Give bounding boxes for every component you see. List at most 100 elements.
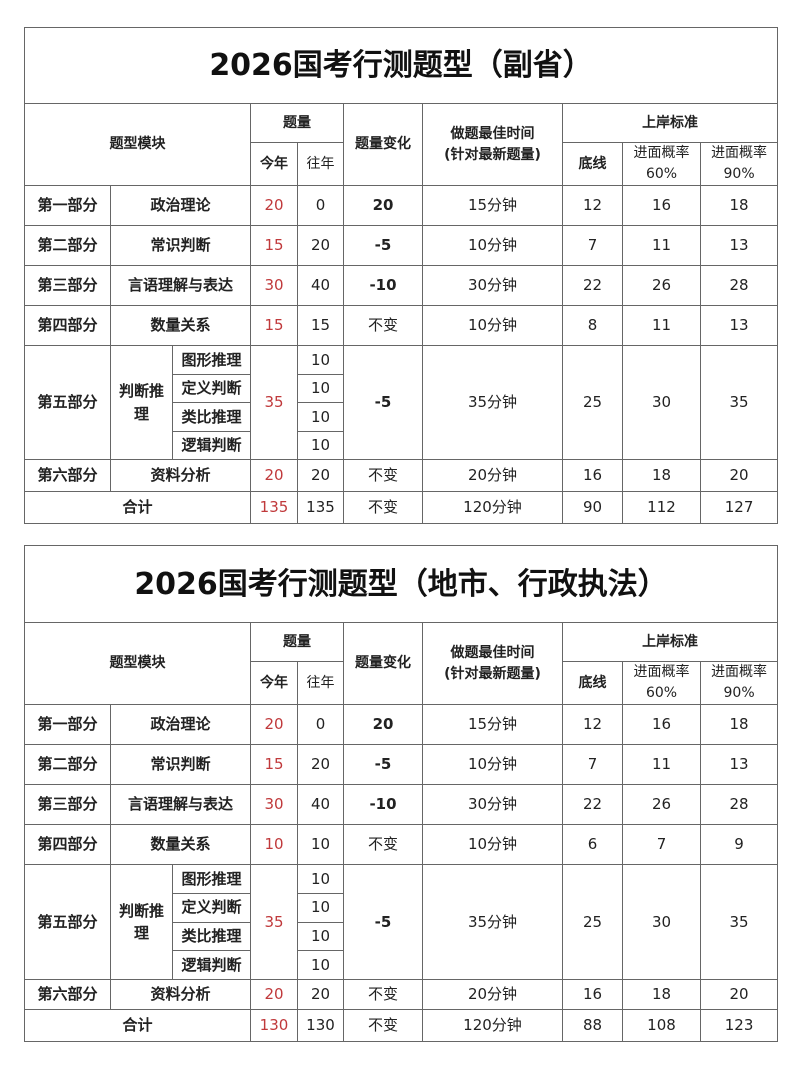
floor-score: 12 [562,185,623,226]
count-change: -10 [343,265,423,306]
total-time: 120分钟 [422,491,563,524]
module-name: 言语理解与表达 [110,265,251,306]
floor-score: 25 [562,345,623,460]
total-label: 合计 [24,491,251,524]
past-year-count: 20 [297,979,344,1010]
header-best-time: 做题最佳时间 (针对最新题量) [422,103,563,186]
past-year-count: 10 [297,430,344,460]
part-label: 第三部分 [24,265,111,306]
best-time: 10分钟 [422,305,563,346]
floor-score: 22 [562,784,623,825]
best-time: 20分钟 [422,459,563,492]
past-year-count: 0 [297,704,344,745]
count-change: 不变 [343,824,423,865]
probability-90-score: 13 [699,225,779,266]
this-year-count: 15 [250,744,298,785]
part-label: 第五部分 [24,864,111,980]
count-change: 不变 [343,305,423,346]
header-probability-90: 进面概率 90% [699,142,779,186]
total-probability-90: 127 [699,491,779,524]
table-row: 第五部分 判断推理 图形推理 35 10 -5 35分钟 25 30 35 [24,345,779,460]
sub-module-name: 定义判断 [172,892,251,923]
count-change: -5 [343,345,423,460]
part-label: 第六部分 [24,979,111,1010]
this-year-count: 35 [250,345,298,460]
past-year-count: 20 [297,744,344,785]
module-name: 数量关系 [110,305,251,346]
past-year-count: 15 [297,305,344,346]
count-change: 20 [343,185,423,226]
table-row: 第六部分 资料分析 20 20 不变 20分钟 16 18 20 [24,979,779,1010]
probability-60-score: 26 [622,784,701,825]
count-change: -5 [343,864,423,980]
floor-score: 16 [562,459,623,492]
past-year-count: 0 [297,185,344,226]
part-label: 第二部分 [24,744,111,785]
header-module: 题型模块 [24,103,251,186]
count-change: -5 [343,744,423,785]
probability-90-score: 9 [699,824,779,865]
past-year-count: 40 [297,784,344,825]
this-year-count: 10 [250,824,298,865]
best-time: 30分钟 [422,265,563,306]
header-this-year: 今年 [250,142,298,186]
table-row: 第一部分 政治理论 20 0 20 15分钟 12 16 18 [24,704,779,745]
table-row: 定义判断 10 [25,373,778,403]
best-time: 15分钟 [422,185,563,226]
probability-60-score: 26 [622,265,701,306]
probability-60-score: 16 [622,704,701,745]
total-floor: 90 [562,491,623,524]
past-year-count: 10 [297,921,344,952]
total-change: 不变 [343,491,423,524]
header-standard: 上岸标准 [561,622,779,662]
exam-table-vice-provincial: 2026国考行测题型（副省） 题型模块 题量 题量变化 做题最佳时间 (针对最新题量) 上岸… [23,27,779,524]
total-this-year: 135 [250,491,298,524]
exam-table-municipal: 2026国考行测题型（地市、行政执法） 题型模块 题量 题量变化 做题最佳时间 (针对最新… [23,545,779,1042]
table-row: 逻辑判断 10 [25,430,778,460]
probability-90-score: 18 [699,185,779,226]
part-label: 第四部分 [24,305,111,346]
sub-module-name: 定义判断 [172,373,251,403]
past-year-count: 10 [297,824,344,865]
part-label: 第二部分 [24,225,111,266]
best-time: 20分钟 [422,979,563,1010]
module-name: 判断推理 [110,864,173,980]
table-row: 定义判断 10 [25,892,778,923]
part-label: 第一部分 [24,704,111,745]
header-change: 题量变化 [343,103,423,186]
part-label: 第五部分 [24,345,111,460]
probability-90-score: 28 [699,784,779,825]
count-change: -10 [343,784,423,825]
part-label: 第一部分 [24,185,111,226]
label-line: 进面概率 [711,145,768,161]
past-year-count: 10 [297,950,344,980]
header-probability-90: 进面概率 90% [699,661,779,705]
label-line: 进面概率 [633,664,690,680]
probability-90-score: 18 [699,704,779,745]
total-floor: 88 [562,1009,623,1042]
this-year-count: 15 [250,305,298,346]
table-row: 第二部分 常识判断 15 20 -5 10分钟 7 11 13 [24,744,779,785]
best-time: 10分钟 [422,744,563,785]
header-count: 题量 [250,103,344,143]
best-time: 10分钟 [422,824,563,865]
module-name: 政治理论 [110,185,251,226]
table-row: 第六部分 资料分析 20 20 不变 20分钟 16 18 20 [24,459,779,492]
module-name: 判断推理 [110,345,173,460]
past-year-count: 10 [297,864,344,894]
probability-60-score: 7 [622,824,701,865]
past-year-count: 10 [297,373,344,403]
header-floor: 底线 [562,142,623,186]
label-line: (针对最新题量) [444,665,541,682]
header-best-time: 做题最佳时间 (针对最新题量) [422,622,563,705]
module-name: 常识判断 [110,744,251,785]
module-name: 资料分析 [110,979,251,1010]
header-change: 题量变化 [343,622,423,705]
probability-60-score: 18 [622,459,701,492]
probability-90-score: 35 [699,864,779,980]
total-row: 合计 130 130 不变 120分钟 88 108 123 [24,1009,779,1042]
sub-module-name: 逻辑判断 [172,950,251,980]
probability-90-score: 35 [699,345,779,460]
this-year-count: 30 [250,265,298,306]
total-probability-90: 123 [699,1009,779,1042]
